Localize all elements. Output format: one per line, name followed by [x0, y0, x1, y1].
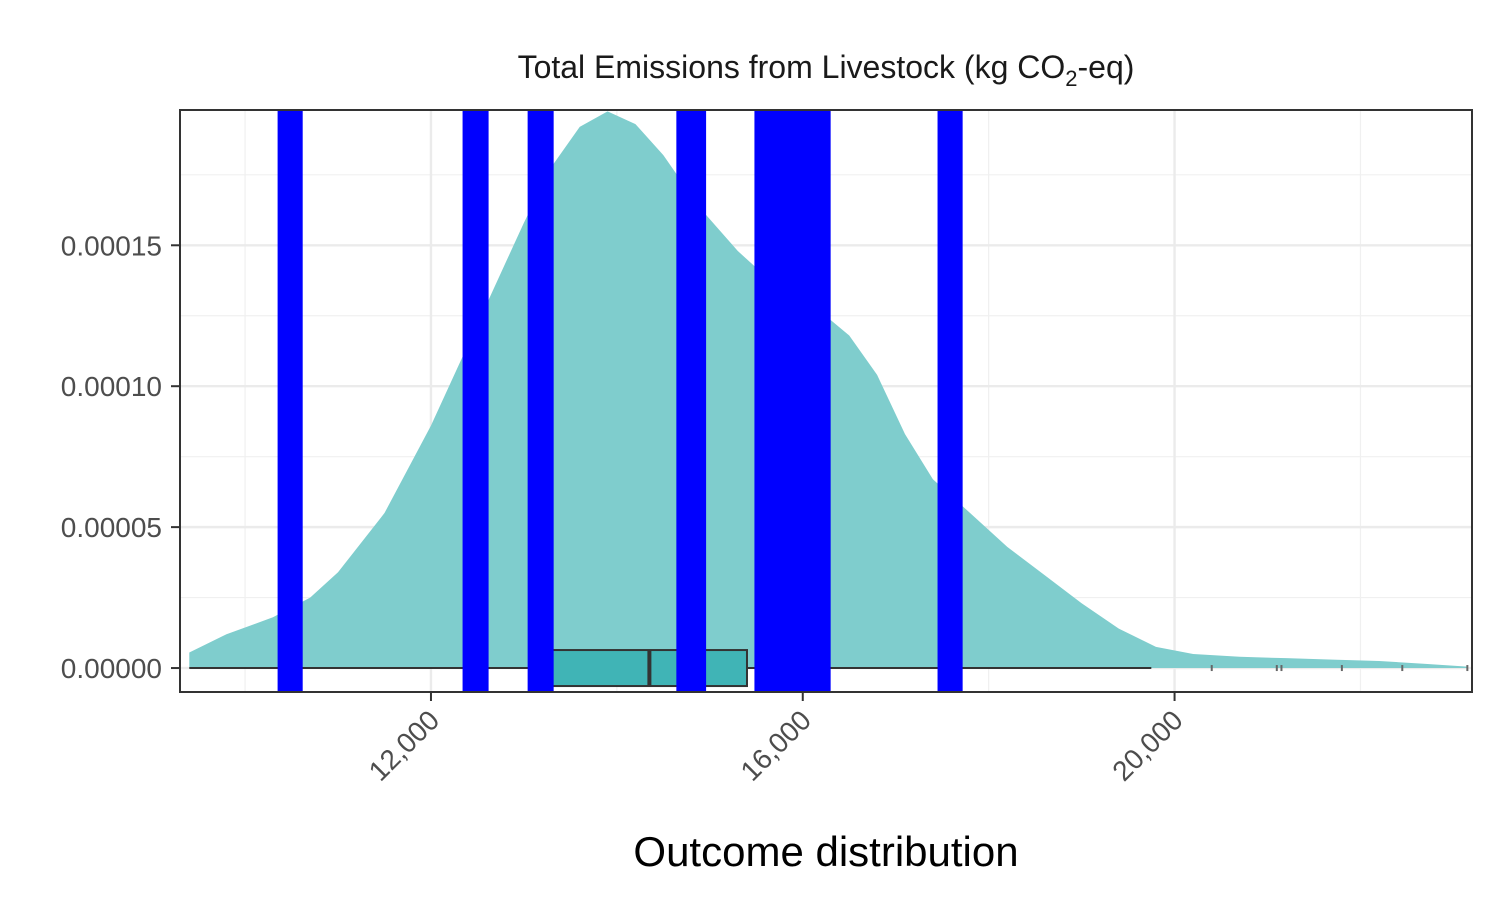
vertical-bands [277, 110, 963, 692]
chart-title: Total Emissions from Livestock (kg CO2-e… [518, 49, 1135, 91]
vertical-band [462, 110, 489, 692]
x-tick-label: 12,000 [363, 704, 445, 786]
vertical-band [676, 110, 707, 692]
vertical-band [277, 110, 303, 692]
x-axis-label: Outcome distribution [633, 828, 1018, 875]
y-tick-label: 0.00015 [61, 230, 162, 261]
boxplot-box [532, 649, 748, 688]
panel-border [179, 109, 1473, 693]
x-tick-label: 20,000 [1106, 704, 1188, 786]
vertical-band [754, 110, 831, 692]
vertical-band [527, 110, 554, 692]
x-tick-label: 16,000 [735, 704, 817, 786]
y-tick-label: 0.00005 [61, 512, 162, 543]
y-tick-label: 0.00010 [61, 371, 162, 402]
vertical-band [937, 110, 963, 692]
y-tick-label: 0.00000 [61, 653, 162, 684]
